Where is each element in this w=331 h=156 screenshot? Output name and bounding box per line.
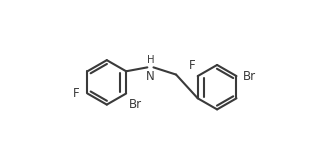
Text: H: H: [147, 55, 154, 65]
Text: F: F: [189, 59, 196, 73]
Text: N: N: [146, 70, 155, 83]
Text: F: F: [73, 87, 80, 100]
Text: Br: Br: [243, 70, 256, 83]
Text: Br: Br: [129, 98, 142, 111]
